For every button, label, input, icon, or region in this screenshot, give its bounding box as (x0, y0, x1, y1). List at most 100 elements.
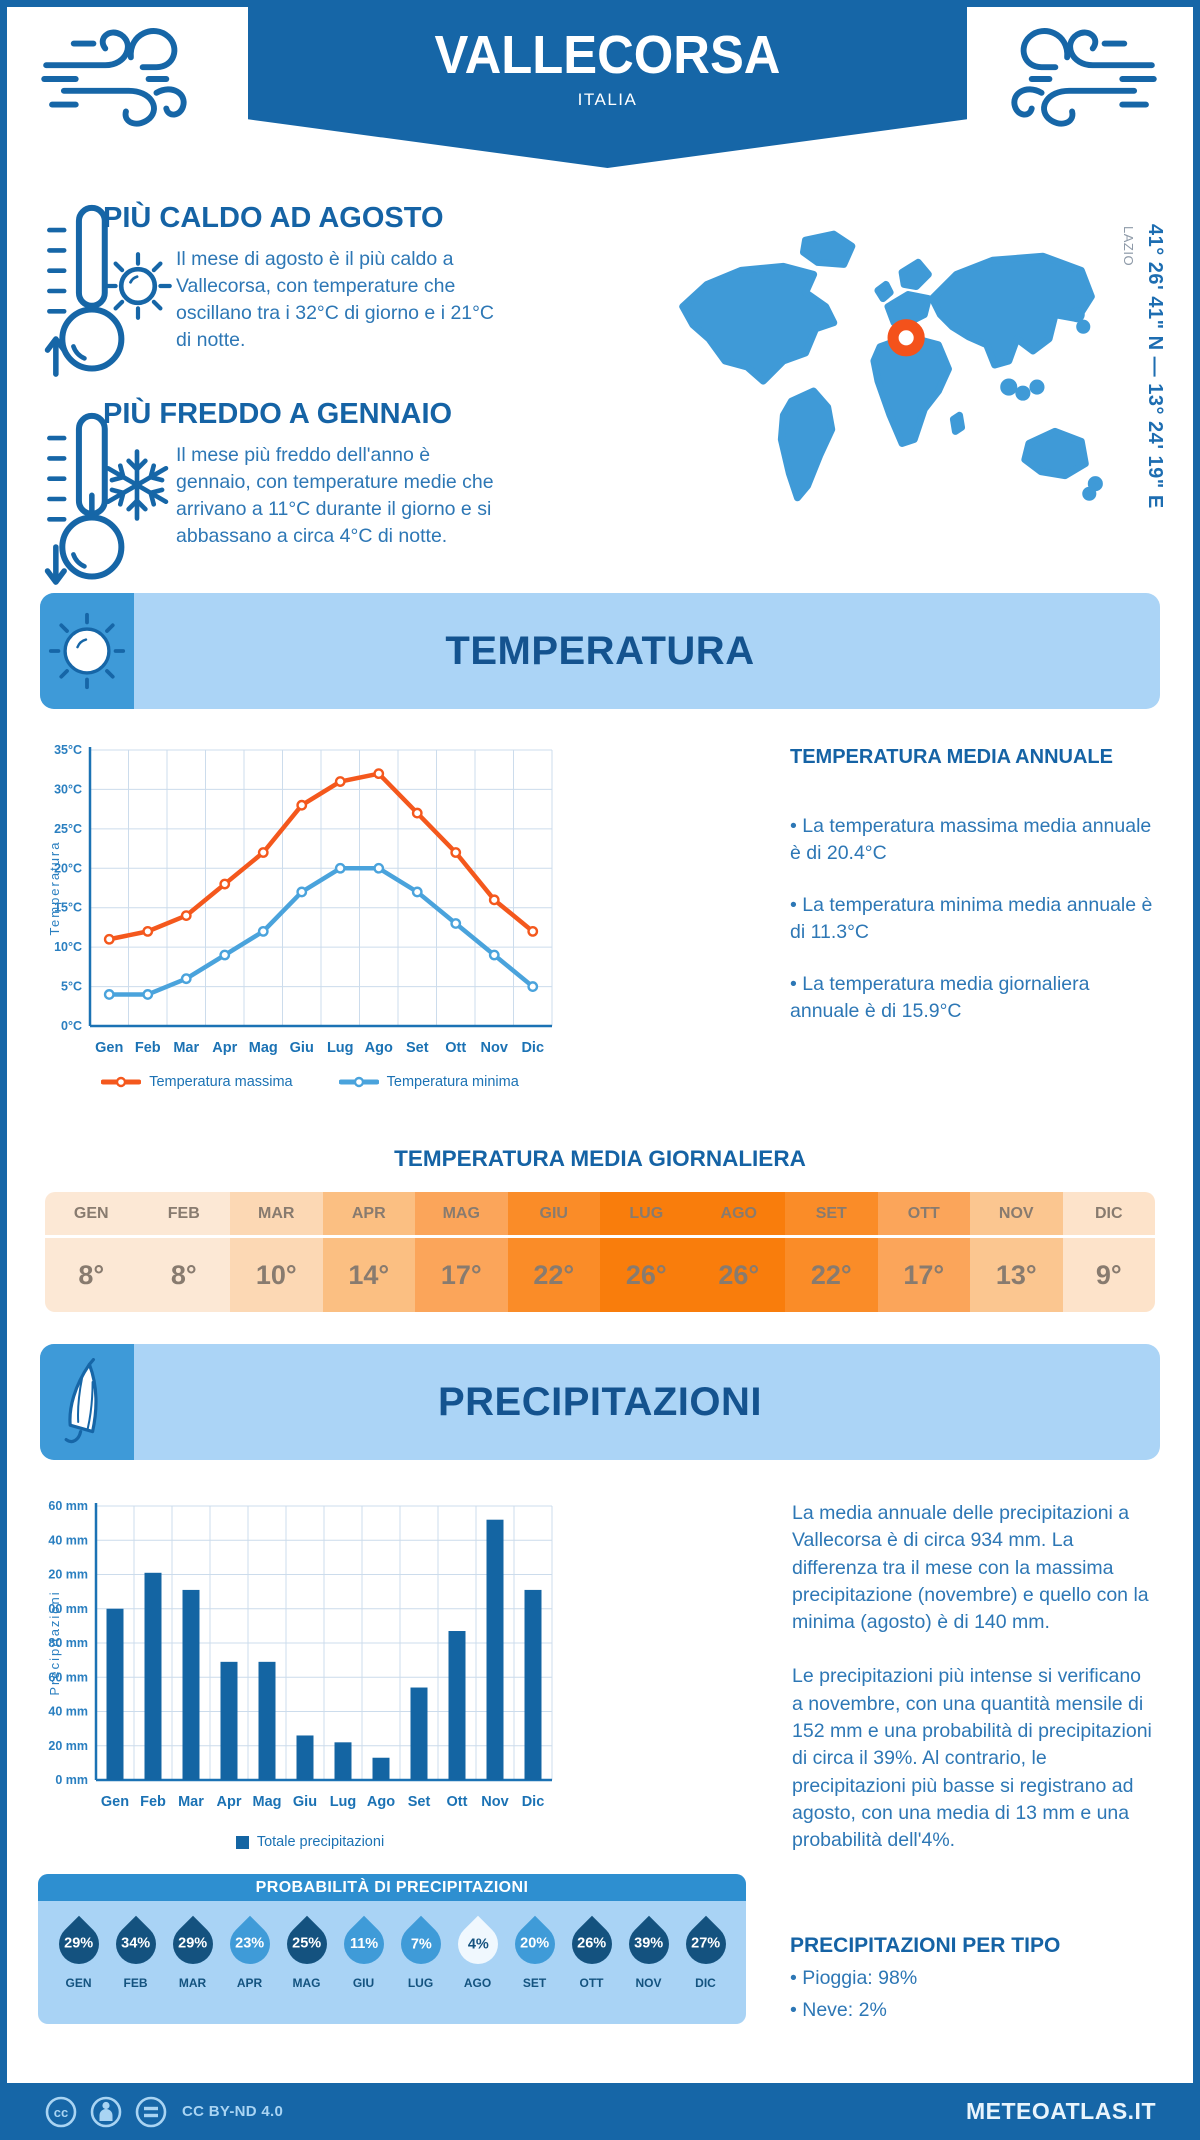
svg-text:Lug: Lug (327, 1040, 354, 1056)
table-month-header: AGO (692, 1192, 785, 1238)
svg-text:cc: cc (54, 2105, 68, 2120)
table-column-mag: MAG 17° (415, 1192, 508, 1312)
precipitation-chart-legend: Totale precipitazioni (48, 1834, 572, 1850)
by-type-bullet: Pioggia: 98% (790, 1967, 1162, 1990)
region-label: LAZIO (1121, 226, 1136, 267)
table-temperature-value: 13° (995, 1259, 1037, 1290)
probability-drop-mag: 25% MAG (278, 1915, 335, 1990)
cc-license-icons: cc (45, 2096, 167, 2127)
license-label: CC BY-ND 4.0 (182, 2103, 284, 2120)
table-column-mar: MAR 10° (230, 1192, 323, 1312)
table-temperature-value: 26° (718, 1259, 760, 1290)
probability-drop-set: 20% SET (506, 1915, 563, 1990)
table-column-dic: DIC 9° (1062, 1192, 1155, 1312)
table-column-apr: APR 14° (322, 1192, 415, 1312)
svg-text:Precipitazioni: Precipitazioni (48, 1590, 62, 1695)
table-temperature-value: 26° (625, 1259, 667, 1290)
table-month-header: FEB (137, 1192, 230, 1238)
probability-drop-mar: 29% MAR (164, 1915, 221, 1990)
svg-text:Mag: Mag (249, 1040, 278, 1056)
table-month-header: MAR (230, 1192, 323, 1238)
license-block: cc CC BY-ND 4.0 (44, 2094, 283, 2130)
drop-month-label: SET (522, 1976, 547, 1990)
location-marker (887, 319, 925, 357)
table-column-set: SET 22° (785, 1192, 878, 1312)
table-month-header: LUG (600, 1192, 693, 1238)
table-column-feb: FEB 8° (137, 1192, 230, 1312)
by-type-bullet: Neve: 2% (790, 1999, 1162, 2022)
table-temperature-value: 17° (903, 1259, 945, 1290)
table-temperature-value: 17° (440, 1259, 482, 1290)
temperature-banner: TEMPERATURA (40, 593, 1160, 709)
table-temperature-value: 8° (170, 1259, 197, 1290)
raindrop-icon: 11% (335, 1915, 392, 1973)
table-column-lug: LUG 26° (600, 1192, 693, 1312)
raindrop-icon: 4% (449, 1915, 506, 1973)
daily-temperature-table: GEN 8° FEB 8° MAR 10° APR 14° MAG 17° GIU 22° LUG 26°… (45, 1192, 1155, 1312)
by-type-title: PRECIPITAZIONI PER TIPO (790, 1934, 1061, 1957)
svg-text:Ott: Ott (447, 1794, 468, 1810)
svg-text:Lug: Lug (330, 1794, 357, 1810)
annual-temperature-summary: TEMPERATURA MEDIA ANNUALE La temperatura… (790, 746, 1162, 1024)
svg-text:Nov: Nov (481, 1040, 508, 1056)
svg-text:Mag: Mag (253, 1794, 282, 1810)
raindrop-icon: 25% (278, 1915, 335, 1973)
svg-text:Feb: Feb (135, 1040, 161, 1056)
sun-icon (104, 252, 172, 320)
raindrop-icon: 27% (677, 1915, 734, 1973)
table-column-ago: AGO 26° (692, 1192, 785, 1312)
drop-month-label: LUG (407, 1976, 434, 1990)
svg-text:140 mm: 140 mm (48, 1533, 88, 1547)
svg-text:Dic: Dic (522, 1794, 545, 1810)
precipitation-by-type: PRECIPITAZIONI PER TIPO Pioggia: 98% Nev… (790, 1934, 1162, 2022)
cold-section-title: PIÙ FREDDO A GENNAIO (103, 398, 453, 430)
drop-month-label: FEB (123, 1976, 148, 1990)
svg-text:Mar: Mar (173, 1040, 199, 1056)
table-temperature-value: 10° (255, 1259, 297, 1290)
drop-month-label: DIC (695, 1976, 716, 1990)
snowflake-icon (105, 449, 169, 521)
table-month-header: GIU (507, 1192, 600, 1238)
probability-drop-apr: 23% APR (221, 1915, 278, 1990)
raindrop-icon: 23% (221, 1915, 278, 1973)
table-month-header: DIC (1062, 1192, 1155, 1238)
wind-icon (1011, 28, 1157, 127)
svg-text:Dic: Dic (521, 1040, 544, 1056)
probability-drop-nov: 39% NOV (620, 1915, 677, 1990)
svg-text:25°C: 25°C (54, 822, 82, 836)
annual-temperature-title: TEMPERATURA MEDIA ANNUALE (790, 746, 1113, 768)
table-temperature-value: 8° (78, 1259, 105, 1290)
raindrop-icon: 20% (506, 1915, 563, 1973)
svg-text:160 mm: 160 mm (48, 1499, 88, 1513)
hot-section-title: PIÙ CALDO AD AGOSTO (103, 202, 444, 234)
raindrop-icon: 29% (164, 1915, 221, 1973)
drop-month-label: OTT (579, 1976, 604, 1990)
precipitation-paragraph: La media annuale delle precipitazioni a … (792, 1502, 1149, 1634)
annual-temp-bullet: La temperatura media giornaliera annuale… (790, 971, 1162, 1024)
table-column-nov: NOV 13° (970, 1192, 1063, 1312)
svg-text:0°C: 0°C (61, 1019, 82, 1033)
probability-drop-gen: 29% GEN (50, 1915, 107, 1990)
table-month-header: SET (785, 1192, 878, 1238)
probability-drop-dic: 27% DIC (677, 1915, 734, 1990)
precipitation-paragraph: Le precipitazioni più intense si verific… (792, 1665, 1152, 1852)
svg-text:5°C: 5°C (61, 980, 82, 994)
drop-month-label: MAG (292, 1976, 321, 1990)
svg-text:Mar: Mar (178, 1794, 204, 1810)
legend-item: Temperatura massima (101, 1074, 293, 1090)
site-name: METEOATLAS.IT (965, 2098, 1156, 2124)
page-border-right (1193, 0, 1200, 2140)
svg-text:0 mm: 0 mm (55, 1773, 88, 1787)
svg-text:15°C: 15°C (54, 901, 82, 915)
coordinates-label: 41° 26' 41" N — 13° 24' 19" E (1144, 224, 1166, 509)
precipitation-probability-box: PROBABILITÀ DI PRECIPITAZIONI 29% GEN 34% F… (38, 1874, 746, 2024)
annual-temp-bullet: La temperatura massima media annuale è d… (790, 813, 1162, 866)
legend-item: Totale precipitazioni (235, 1834, 384, 1850)
svg-text:10°C: 10°C (54, 940, 82, 954)
table-temperature-value: 14° (348, 1259, 390, 1290)
raindrop-icon: 34% (107, 1915, 164, 1973)
table-temperature-value: 9° (1095, 1259, 1122, 1290)
probability-drop-giu: 11% GIU (335, 1915, 392, 1990)
table-column-giu: GIU 22° (507, 1192, 600, 1312)
svg-text:Ago: Ago (367, 1794, 395, 1810)
